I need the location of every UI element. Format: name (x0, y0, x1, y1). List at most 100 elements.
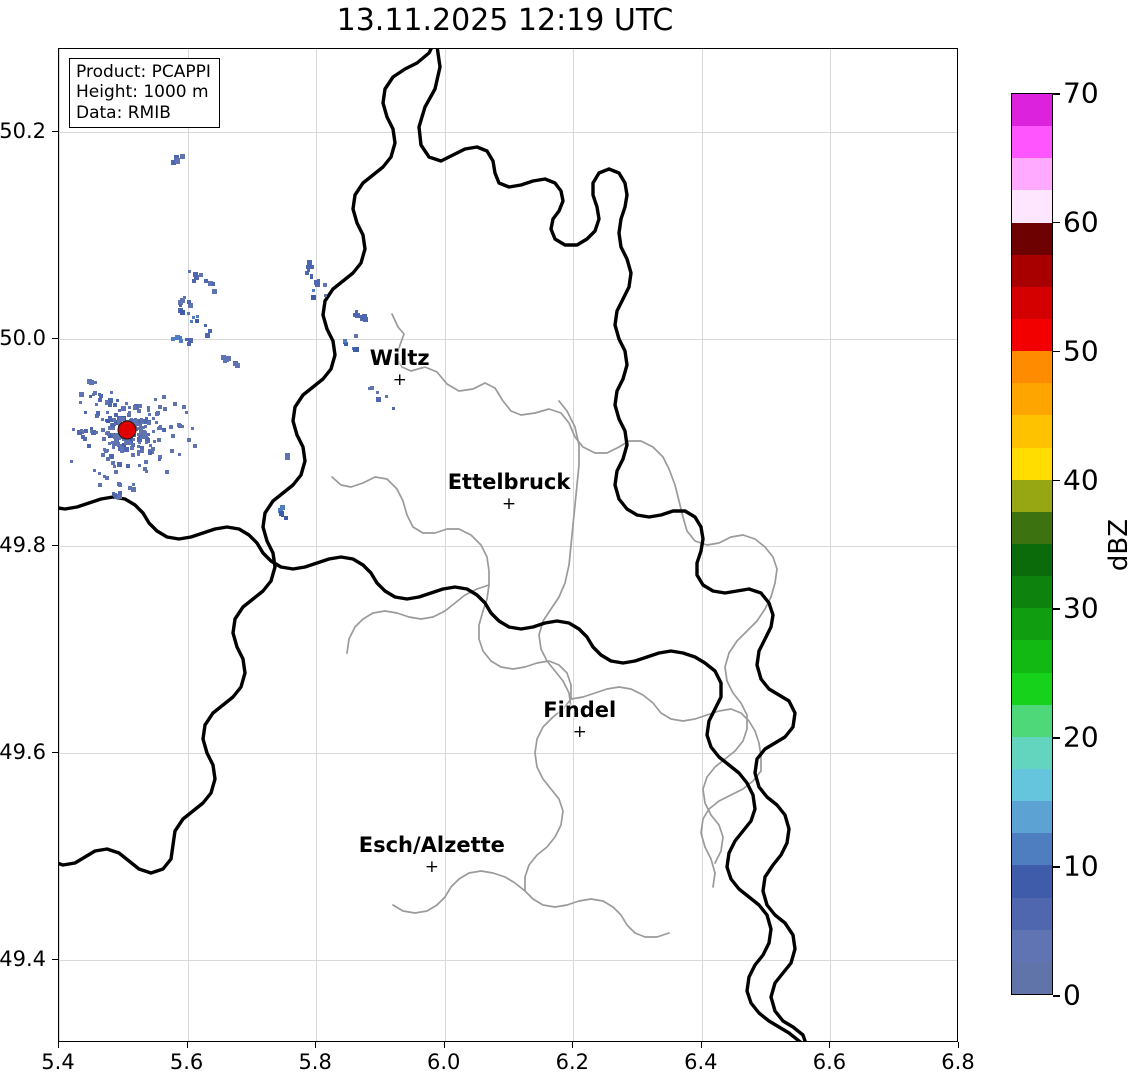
radar-echo-cell (77, 430, 83, 436)
radar-clutter-cell (107, 432, 111, 436)
city-name: Esch/Alzette (358, 832, 505, 857)
radar-echo-cell (95, 411, 100, 416)
page-title: 13.11.2025 12:19 UTC (336, 3, 674, 38)
radar-clutter-cell (136, 433, 140, 437)
city-label-ettelbruck: Ettelbruck + (448, 472, 571, 513)
radar-clutter-cell (118, 444, 122, 448)
colorbar[interactable] (1011, 93, 1053, 995)
city-label-esch-alzette: Esch/Alzette + (358, 832, 505, 876)
x-tick-label-2: 5.8 (298, 1050, 332, 1074)
radar-clutter-cell (111, 446, 115, 450)
radar-echo-cell (117, 481, 122, 486)
radar-clutter-cell (147, 432, 151, 436)
radar-clutter-cell (113, 439, 118, 444)
radar-clutter-cell (137, 440, 141, 444)
radar-clutter-cell (109, 419, 113, 423)
radar-echo-cell (284, 515, 289, 520)
radar-clutter-cell (168, 424, 173, 429)
radar-clutter-cell (138, 431, 142, 435)
radar-clutter-cell (170, 434, 175, 439)
radar-clutter-cell (115, 442, 120, 447)
radar-echo-cell (116, 494, 122, 500)
radar-echo-cell (91, 393, 95, 397)
radar-echo-cell (89, 395, 93, 399)
radar-clutter-cell (150, 446, 155, 451)
radar-echo-cell (129, 438, 134, 443)
colorbar-band-8 (1012, 351, 1052, 384)
radar-echo-cell (150, 450, 154, 454)
gridline-x-2 (316, 49, 318, 1041)
radar-clutter-cell (119, 446, 124, 451)
city-name: Ettelbruck (447, 470, 571, 495)
colorbar-tick-label-2: 20 (1063, 720, 1099, 754)
radar-plot-area[interactable]: Wiltz + Ettelbruck + Findel + Esch/Alzette + Pr… (58, 48, 958, 1042)
radar-echo-cell (116, 462, 122, 468)
radar-clutter-cell (133, 422, 138, 427)
radar-echo-cell (109, 453, 115, 459)
radar-clutter-cell (113, 435, 118, 440)
radar-clutter-cell (111, 442, 116, 447)
radar-clutter-cell (139, 427, 144, 432)
radar-echo-cell (136, 436, 142, 442)
radar-echo-cell (342, 339, 347, 344)
radar-echo-cell (368, 386, 372, 390)
radar-clutter-cell (187, 437, 192, 442)
radar-echo-cell (178, 338, 183, 343)
radar-clutter-cell (113, 465, 117, 468)
radar-clutter-cell (106, 411, 110, 415)
radar-clutter-cell (146, 421, 151, 426)
radar-clutter-cell (83, 436, 88, 441)
radar-clutter-cell (141, 421, 145, 425)
radar-echo-cell (145, 436, 150, 441)
y-tick-label-0: 49.4 (0, 947, 46, 972)
radar-clutter-cell (156, 438, 161, 443)
gridline-x-1 (187, 49, 189, 1041)
radar-clutter-cell (172, 402, 177, 407)
radar-clutter-cell (139, 425, 143, 429)
radar-clutter-cell (105, 431, 109, 435)
colorbar-band-7 (1012, 318, 1052, 352)
colorbar-band-13 (1012, 511, 1052, 544)
radar-clutter-cell (158, 424, 162, 428)
radar-echo-cell (180, 297, 186, 303)
radar-clutter-cell (111, 426, 115, 430)
radar-echo-cell (359, 318, 363, 322)
radar-echo-cell (192, 316, 196, 320)
colorbar-band-12 (1012, 479, 1052, 512)
radar-echo-cell (232, 362, 237, 367)
radar-echo-cell (306, 264, 311, 269)
radar-clutter-cell (101, 417, 105, 421)
radar-clutter-cell (144, 470, 148, 474)
colorbar-tickmark-5 (1053, 350, 1060, 353)
radar-echo-cell (179, 310, 185, 316)
radar-clutter-cell (97, 482, 102, 487)
radar-echo-cell (194, 275, 200, 281)
radar-echo-cell (195, 314, 199, 318)
radar-clutter-cell (111, 418, 115, 422)
colorbar-band-16 (1012, 608, 1052, 641)
gridline-x-0 (59, 49, 60, 1041)
radar-echo-cell (359, 314, 364, 319)
radar-echo-cell (279, 511, 285, 517)
radar-echo-cell (101, 452, 106, 457)
colorbar-band-6 (1012, 286, 1052, 319)
radar-echo-cell (376, 397, 382, 403)
city-label-wiltz: Wiltz + (370, 347, 430, 389)
colorbar-band-9 (1012, 383, 1052, 416)
radar-clutter-cell (113, 433, 117, 437)
radar-echo-cell (309, 273, 313, 277)
radar-clutter-cell (95, 415, 99, 419)
radar-clutter-cell (110, 432, 114, 436)
radar-echo-cell (107, 402, 112, 407)
radar-echo-cell (186, 299, 191, 304)
radar-clutter-cell (111, 461, 116, 466)
colorbar-band-4 (1012, 222, 1052, 255)
radar-clutter-cell (133, 404, 137, 408)
radar-echo-cell (158, 454, 163, 459)
radar-clutter-cell (137, 409, 142, 414)
radar-echo-cell (173, 154, 179, 160)
info-height: Height: 1000 m (76, 82, 209, 103)
radar-clutter-cell (146, 409, 150, 413)
x-tick-label-6: 6.6 (812, 1050, 847, 1074)
radar-site-marker[interactable] (117, 420, 136, 440)
